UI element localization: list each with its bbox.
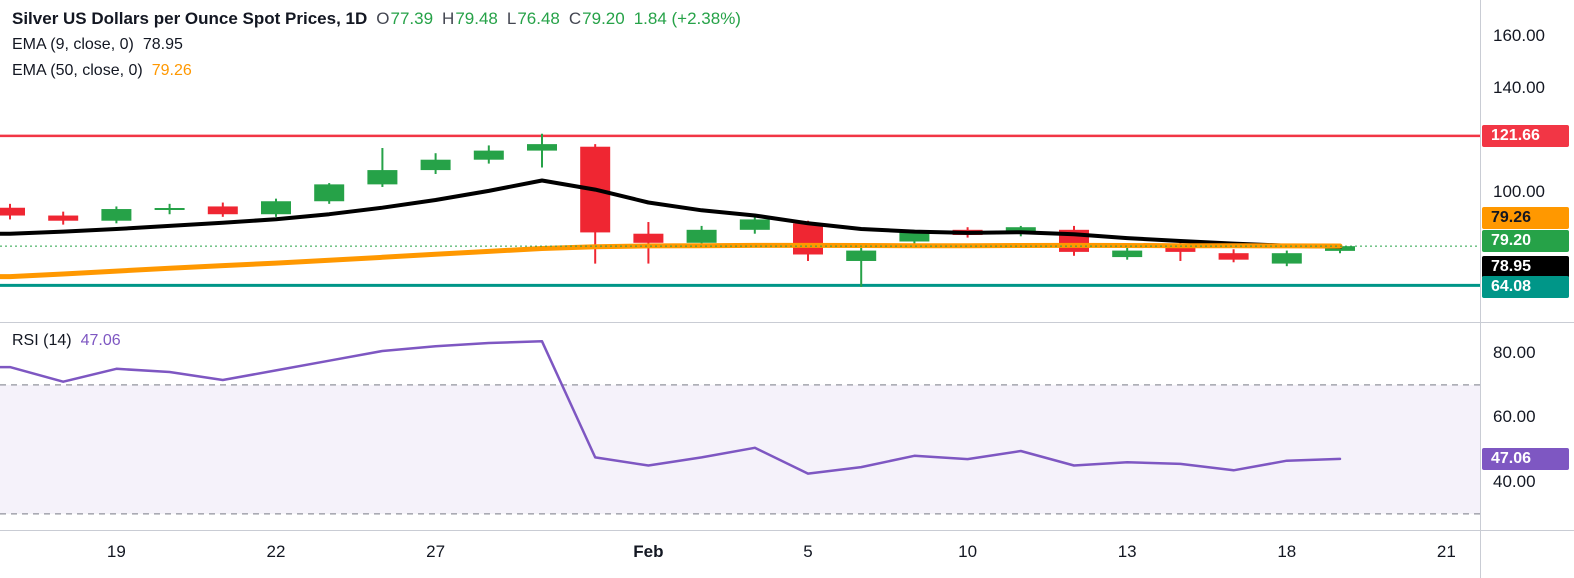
candle[interactable] [420,153,451,174]
ema9-line[interactable] [0,178,1342,249]
time-label: 19 [106,542,126,561]
price-tick-label: 160.00 [1493,26,1545,46]
candle[interactable] [154,203,185,215]
ema9-value: 78.95 [142,36,183,53]
candle[interactable] [1112,247,1143,260]
rsi-tick-label: 40.00 [1493,471,1536,491]
candle[interactable] [739,215,770,234]
candle[interactable] [207,202,238,217]
time-label: 27 [426,542,446,561]
low-value: L76.48 [506,9,560,28]
price-legend: Silver US Dollars per Ounce Spot Prices,… [12,8,741,81]
high-value: H79.48 [442,9,498,28]
candle[interactable] [793,220,823,261]
candle[interactable] [527,133,557,168]
price-axis-badge: 64.08 [1482,276,1569,299]
candle[interactable] [314,183,345,204]
candle[interactable] [0,203,25,220]
rsi-tick-label: 60.00 [1493,407,1536,427]
candles[interactable] [0,133,1355,287]
ema50-line[interactable] [0,242,1343,280]
ema50-legend-row[interactable]: EMA (50, close, 0) 79.26 [12,60,741,81]
rsi-axis-badge: 47.06 [1482,447,1569,470]
open-value: O77.39 [376,9,434,28]
ema9-legend-row[interactable]: EMA (9, close, 0) 78.95 [12,34,741,55]
candle[interactable] [846,247,877,287]
rsi-value: 47.06 [80,332,121,349]
candle[interactable] [101,206,132,224]
ema50-label: EMA (50, close, 0) [12,62,143,79]
time-axis-separator [0,530,1574,531]
price-axis[interactable]: 160.00 140.00 100.00 121.66 79.26 79.20 78.95 6… [1480,0,1574,530]
price-axis-badge: 79.26 [1482,207,1569,230]
pane-separator[interactable] [0,322,1574,323]
rsi-legend-row[interactable]: RSI (14) 47.06 [12,330,121,351]
rsi-tick-label: 80.00 [1493,342,1536,362]
time-axis[interactable]: 19 22 27 Feb 5 10 13 18 21 [0,530,1574,578]
candle[interactable] [1059,225,1089,256]
candle[interactable] [1271,250,1302,267]
time-label: 5 [803,542,813,561]
price-pane[interactable] [0,0,1480,322]
rsi-chart-svg[interactable] [0,322,1480,530]
time-label: 21 [1436,542,1456,561]
time-label: Feb [633,542,664,561]
symbol-legend-row[interactable]: Silver US Dollars per Ounce Spot Prices,… [12,8,741,29]
price-axis-badge: 121.66 [1482,124,1569,147]
price-chart-svg[interactable] [0,0,1480,322]
candle[interactable] [686,225,717,246]
rsi-line[interactable] [0,340,1342,475]
price-tick-label: 140.00 [1493,78,1545,98]
candle[interactable] [261,198,291,217]
close-value: C79.20 [568,9,625,28]
price-tick-label: 100.00 [1493,182,1545,202]
ema50-value: 79.26 [151,62,192,79]
change-value: 1.84 (+2.38%) [633,9,741,28]
candle[interactable] [1218,249,1249,263]
rsi-legend: RSI (14) 47.06 [12,330,121,351]
price-axis-badge: 78.95 [1482,255,1569,278]
rsi-pane[interactable] [0,322,1480,530]
price-axis-badge: 79.20 [1482,230,1569,253]
price-axis-separator [1480,0,1481,578]
rsi-label: RSI (14) [12,332,72,349]
candle[interactable] [633,222,664,264]
time-label: 10 [958,542,978,561]
ema9-label: EMA (9, close, 0) [12,36,134,53]
candle[interactable] [473,145,504,164]
candle[interactable] [367,148,398,187]
time-label: 13 [1117,542,1137,561]
time-label: 18 [1277,542,1297,561]
time-label: 22 [266,542,286,561]
candle[interactable] [48,211,79,225]
symbol-title[interactable]: Silver US Dollars per Ounce Spot Prices,… [12,9,368,28]
